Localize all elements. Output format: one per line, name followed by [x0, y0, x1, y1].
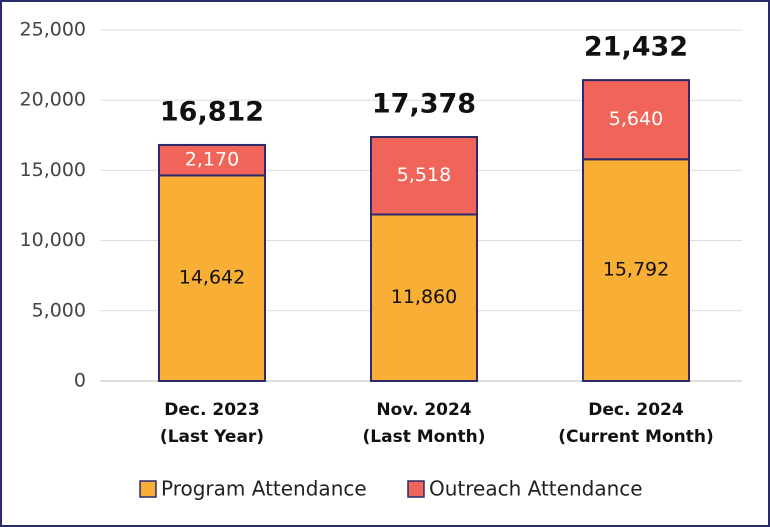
bar-segment — [370, 136, 478, 216]
value-label: 5,518 — [397, 164, 451, 186]
legend-label: Program Attendance — [161, 477, 367, 501]
y-tick-label: 0 — [74, 370, 86, 392]
y-tick-label: 20,000 — [20, 89, 86, 111]
bar-segment — [582, 79, 690, 161]
value-label: 2,170 — [185, 149, 239, 171]
x-tick-label: (Current Month) — [558, 427, 714, 447]
value-label: 14,642 — [179, 267, 245, 289]
x-tick-label: Dec. 2024 — [588, 400, 684, 420]
y-tick-label: 10,000 — [20, 229, 86, 251]
legend-swatch — [139, 480, 157, 498]
legend-label: Outreach Attendance — [429, 477, 643, 501]
legend-swatch — [407, 480, 425, 498]
y-tick-label: 5,000 — [32, 299, 86, 321]
bar-segment — [582, 158, 690, 382]
bar-segment — [158, 174, 266, 382]
bar-segment — [158, 143, 266, 177]
value-label: 5,640 — [609, 108, 663, 130]
value-label: 15,792 — [603, 259, 669, 281]
x-tick-label: Dec. 2023 — [164, 400, 259, 420]
x-tick-label: Nov. 2024 — [376, 400, 471, 420]
y-tick-label: 15,000 — [20, 159, 86, 181]
y-tick-label: 25,000 — [20, 19, 86, 41]
total-label: 16,812 — [160, 96, 264, 127]
total-label: 17,378 — [372, 89, 476, 120]
x-tick-label: (Last Year) — [160, 427, 264, 447]
total-label: 21,432 — [584, 32, 688, 63]
x-tick-label: (Last Month) — [363, 427, 486, 447]
value-label: 11,860 — [391, 286, 457, 308]
